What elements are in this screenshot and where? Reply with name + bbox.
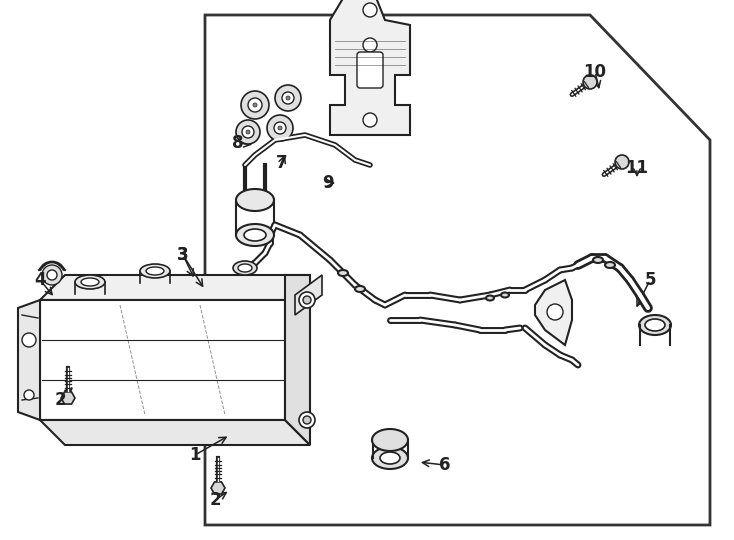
Text: 2: 2 [54, 391, 66, 409]
Circle shape [246, 130, 250, 134]
Circle shape [241, 91, 269, 119]
Text: 10: 10 [584, 63, 606, 81]
Polygon shape [330, 0, 410, 135]
Text: 4: 4 [34, 271, 46, 289]
Circle shape [242, 126, 254, 138]
Ellipse shape [238, 264, 252, 272]
Ellipse shape [355, 286, 365, 292]
Text: 7: 7 [276, 154, 288, 172]
Polygon shape [205, 15, 710, 525]
Circle shape [248, 98, 262, 112]
Polygon shape [211, 482, 225, 494]
Polygon shape [295, 275, 322, 315]
Ellipse shape [639, 315, 671, 335]
Circle shape [363, 38, 377, 52]
Text: 1: 1 [189, 446, 201, 464]
Circle shape [47, 270, 57, 280]
Circle shape [303, 296, 311, 304]
Ellipse shape [233, 261, 257, 275]
Circle shape [274, 122, 286, 134]
Circle shape [253, 103, 257, 107]
Ellipse shape [501, 293, 509, 298]
Circle shape [299, 292, 315, 308]
Ellipse shape [486, 295, 494, 300]
Circle shape [547, 304, 563, 320]
Text: 8: 8 [232, 134, 244, 152]
Polygon shape [40, 275, 310, 300]
Ellipse shape [75, 275, 105, 289]
Ellipse shape [593, 257, 603, 263]
Text: 9: 9 [322, 174, 334, 192]
Circle shape [275, 85, 301, 111]
Circle shape [42, 265, 62, 285]
Circle shape [236, 120, 260, 144]
Text: 2: 2 [209, 491, 221, 509]
Circle shape [24, 390, 34, 400]
Ellipse shape [236, 189, 274, 211]
Polygon shape [285, 275, 310, 445]
Ellipse shape [236, 224, 274, 246]
Ellipse shape [645, 319, 665, 331]
Circle shape [303, 416, 311, 424]
Circle shape [363, 113, 377, 127]
Ellipse shape [605, 262, 615, 268]
Ellipse shape [372, 429, 408, 451]
Text: 3: 3 [177, 246, 189, 264]
Ellipse shape [244, 229, 266, 241]
Text: 5: 5 [644, 271, 655, 289]
Circle shape [299, 412, 315, 428]
Ellipse shape [140, 264, 170, 278]
FancyBboxPatch shape [357, 52, 383, 88]
Ellipse shape [338, 270, 348, 276]
Circle shape [278, 126, 282, 130]
Ellipse shape [372, 447, 408, 469]
Ellipse shape [146, 267, 164, 275]
Circle shape [22, 333, 36, 347]
Text: 6: 6 [439, 456, 451, 474]
Polygon shape [18, 300, 40, 420]
Ellipse shape [81, 278, 99, 286]
Circle shape [286, 96, 290, 100]
Polygon shape [40, 300, 285, 420]
Text: 3: 3 [177, 246, 189, 264]
Circle shape [267, 115, 293, 141]
Ellipse shape [380, 452, 400, 464]
Circle shape [282, 92, 294, 104]
Text: 11: 11 [625, 159, 649, 177]
Circle shape [363, 3, 377, 17]
Polygon shape [61, 392, 75, 404]
Circle shape [615, 155, 629, 169]
Polygon shape [535, 280, 572, 345]
Circle shape [583, 75, 597, 89]
Polygon shape [40, 420, 310, 445]
